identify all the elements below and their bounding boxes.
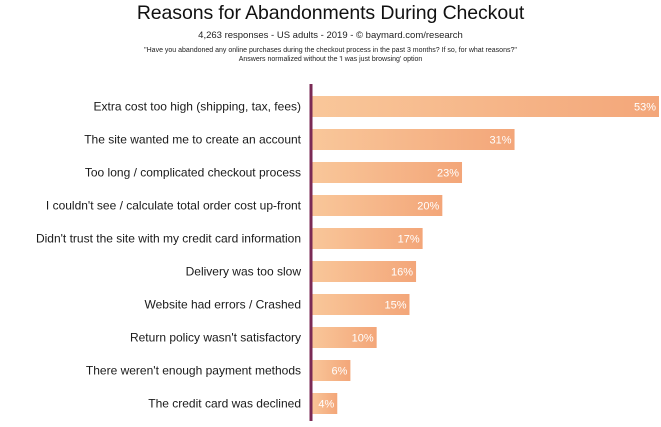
value-label-6: 16% xyxy=(391,267,413,279)
category-label-5: Didn't trust the site with my credit car… xyxy=(36,232,301,246)
bar-6 xyxy=(311,261,417,282)
category-label-2: The site wanted me to create an account xyxy=(84,133,301,147)
bar-1 xyxy=(311,96,659,117)
value-label-5: 17% xyxy=(398,234,420,246)
category-label-4: I couldn't see / calculate total order c… xyxy=(46,199,302,213)
bar-9 xyxy=(311,360,351,381)
category-label-1: Extra cost too high (shipping, tax, fees… xyxy=(94,100,301,114)
bar-10 xyxy=(311,393,338,414)
chart-title: Reasons for Abandonments During Checkout xyxy=(136,2,525,24)
value-label-2: 31% xyxy=(490,135,512,147)
category-label-3: Too long / complicated checkout process xyxy=(85,166,301,180)
value-label-9: 6% xyxy=(331,366,347,378)
category-label-9: There weren't enough payment methods xyxy=(86,364,301,378)
bar-5 xyxy=(311,228,423,249)
bar-2 xyxy=(311,129,515,150)
bar-7 xyxy=(311,294,410,315)
category-label-8: Return policy wasn't satisfactory xyxy=(130,331,301,345)
category-label-6: Delivery was too slow xyxy=(186,265,302,279)
value-label-10: 4% xyxy=(318,399,334,411)
bar-8 xyxy=(311,327,377,348)
survey-question-note: "Have you abandoned any online purchases… xyxy=(144,47,517,54)
bar-3 xyxy=(311,162,463,183)
value-label-3: 23% xyxy=(437,168,459,180)
category-label-10: The credit card was declined xyxy=(148,397,301,411)
bar-4 xyxy=(311,195,443,216)
normalization-note: Answers normalized without the 'I was ju… xyxy=(238,56,423,63)
value-label-1: 53% xyxy=(634,102,656,114)
category-label-7: Website had errors / Crashed xyxy=(144,298,301,312)
chart-subtitle: 4,263 responses - US adults - 2019 - © b… xyxy=(198,30,463,41)
value-label-8: 10% xyxy=(352,333,374,345)
value-label-7: 15% xyxy=(384,300,406,312)
value-label-4: 20% xyxy=(417,201,439,213)
